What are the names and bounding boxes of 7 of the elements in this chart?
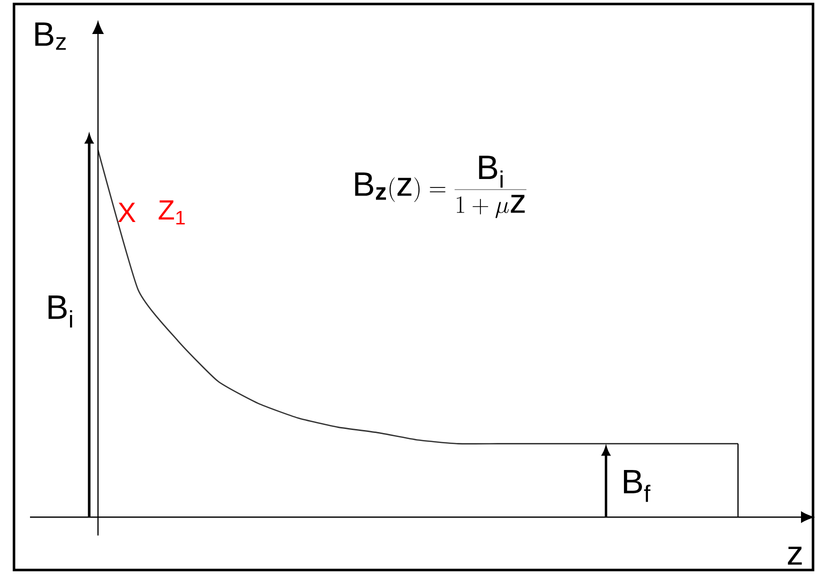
annotation: $\mathrm{B}_{\mathbf{z}}(\mathrm{z}) = \frac{\mathrm{B_{i}}}{1 + \mu \mathrm{z}}$	[355, 156, 526, 218]
y-axis-title: B$_{z}$	[35, 22, 66, 50]
x-axis-title: z	[788, 546, 802, 565]
annotation: Z$_{1}$	[158, 200, 185, 224]
annotation: B$_{f}$	[624, 470, 650, 502]
text: B$_{i}$	[48, 296, 72, 328]
annotation: X	[118, 202, 136, 222]
